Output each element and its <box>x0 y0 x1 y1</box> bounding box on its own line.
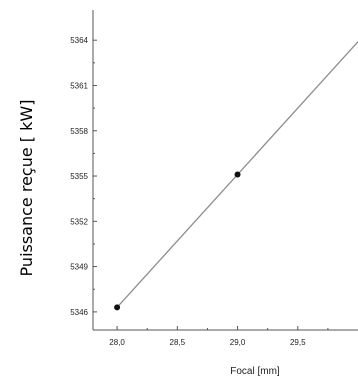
y-tick-label: 5358 <box>70 127 88 136</box>
x-tick-label: 28,0 <box>109 338 125 347</box>
x-tick-label: 28,5 <box>170 338 186 347</box>
y-tick-label: 5364 <box>70 36 88 45</box>
data-point <box>114 304 121 311</box>
y-tick-label: 5355 <box>70 172 88 181</box>
y-tick-label: 5349 <box>70 263 88 272</box>
chart-axes <box>92 10 358 331</box>
y-tick-label: 5346 <box>70 308 88 317</box>
chart-ticks: 5346 5349 5352 5355 5358 5361 5364 28,0 28,5 29,0… <box>70 36 329 347</box>
x-tick-label: 29,5 <box>290 338 306 347</box>
y-tick-label: 5361 <box>70 81 88 90</box>
x-tick-label: 29,0 <box>230 338 246 347</box>
data-point <box>234 171 241 178</box>
y-axis-label: Puissance reçue [ kW] <box>17 100 36 277</box>
y-tick-label: 5352 <box>70 217 88 226</box>
chart-series <box>114 41 358 311</box>
x-axis-label: Focal [mm] <box>230 366 280 377</box>
